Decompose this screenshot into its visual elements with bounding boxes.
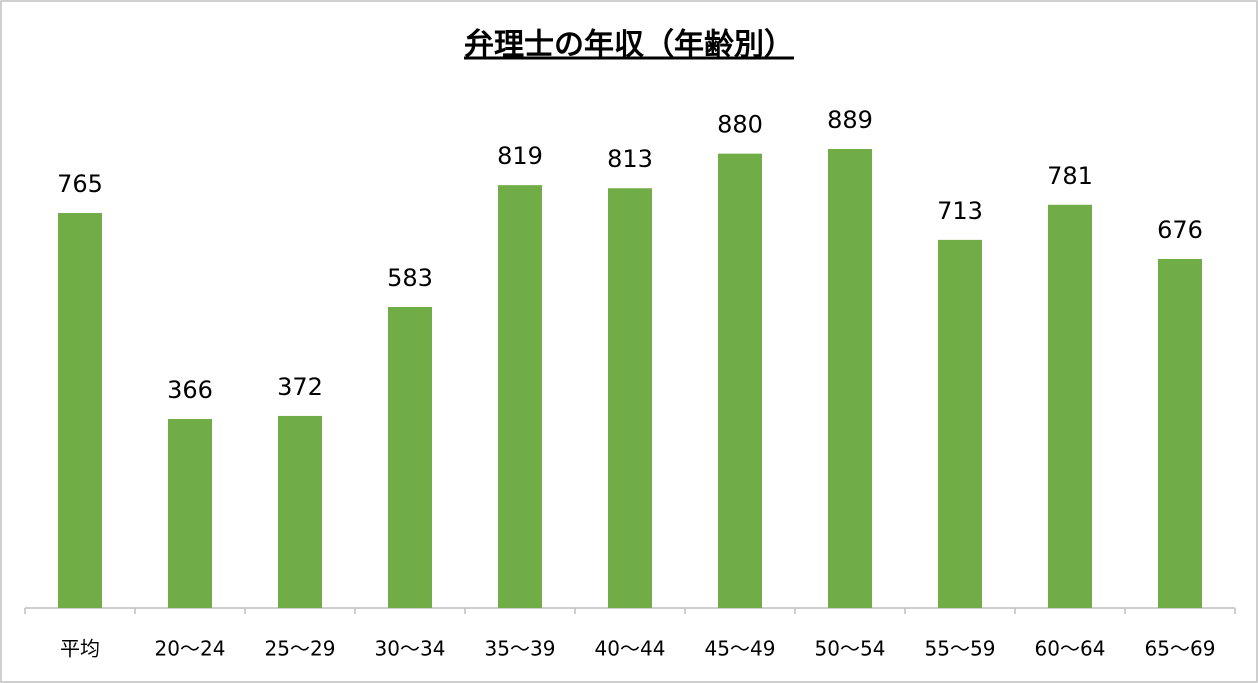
x-tick-label: 35〜39 [485, 637, 556, 661]
x-tick-label: 45〜49 [705, 637, 776, 661]
x-tick-label: 50〜54 [815, 637, 886, 661]
x-tick-label: 55〜59 [925, 637, 996, 661]
value-label: 813 [607, 145, 653, 173]
bar [498, 185, 542, 609]
value-label: 676 [1157, 216, 1203, 244]
x-tick-label: 20〜24 [155, 637, 226, 661]
x-tick-label: 60〜64 [1035, 637, 1106, 661]
value-label: 372 [277, 373, 323, 401]
bar [278, 415, 322, 608]
bar [1158, 258, 1202, 608]
value-label: 880 [717, 111, 763, 139]
value-label: 713 [937, 197, 983, 225]
bar [388, 306, 432, 608]
value-label: 781 [1047, 162, 1093, 190]
bar [1048, 204, 1092, 608]
value-label: 889 [827, 106, 873, 134]
value-label: 366 [167, 376, 213, 404]
x-tick-label: 25〜29 [265, 637, 336, 661]
bar [718, 153, 762, 608]
x-tick-label: 40〜44 [595, 637, 666, 661]
x-tick-label: 65〜69 [1145, 637, 1216, 661]
value-label: 819 [497, 142, 543, 170]
bar [168, 419, 212, 608]
bar [58, 213, 102, 608]
value-label: 583 [387, 264, 433, 292]
chart-title: 弁理士の年収（年齢別） [464, 28, 794, 63]
bar [938, 239, 982, 608]
bar [828, 149, 872, 608]
x-tick-label: 平均 [60, 637, 100, 661]
x-tick-label: 30〜34 [375, 637, 446, 661]
bar [608, 188, 652, 608]
value-label: 765 [57, 170, 103, 198]
